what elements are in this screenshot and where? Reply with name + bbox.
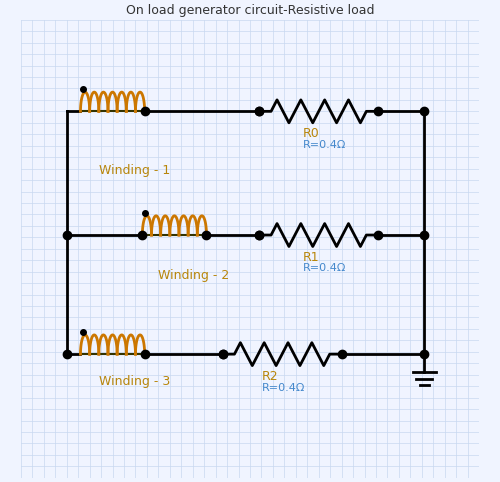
Text: Winding - 1: Winding - 1 bbox=[99, 164, 170, 177]
Text: R2: R2 bbox=[262, 370, 278, 383]
Title: On load generator circuit-Resistive load: On load generator circuit-Resistive load bbox=[126, 4, 374, 17]
Text: R=0.4Ω: R=0.4Ω bbox=[302, 264, 346, 273]
Text: R0: R0 bbox=[302, 127, 320, 140]
Text: Winding - 3: Winding - 3 bbox=[99, 375, 170, 388]
Text: R=0.4Ω: R=0.4Ω bbox=[262, 383, 305, 392]
Text: Winding - 2: Winding - 2 bbox=[158, 269, 230, 282]
Text: R1: R1 bbox=[302, 251, 320, 264]
Text: R=0.4Ω: R=0.4Ω bbox=[302, 140, 346, 150]
